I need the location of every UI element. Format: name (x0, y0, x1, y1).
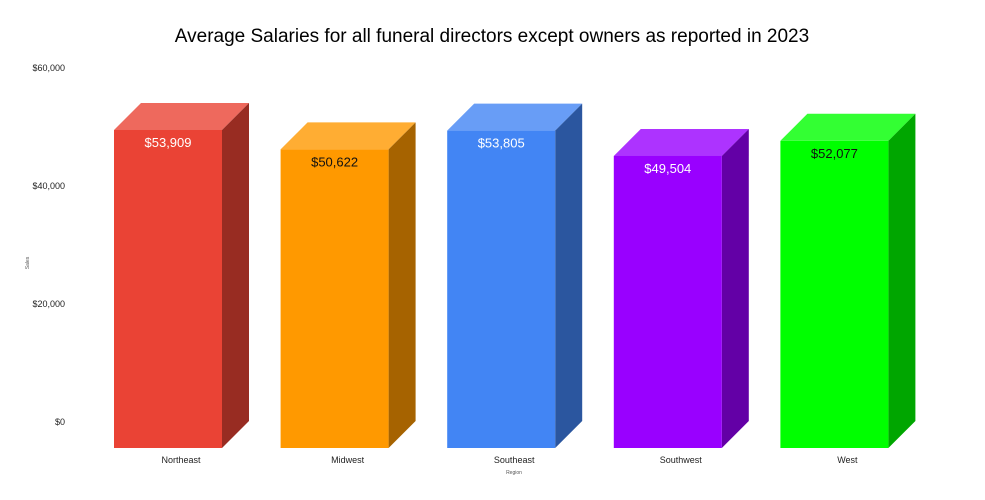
bar-side (721, 128, 749, 448)
bar (780, 140, 889, 449)
bar-top (780, 113, 916, 141)
x-tick-label: Southwest (660, 455, 703, 465)
x-axis-label: Region (506, 470, 522, 476)
bar-side (388, 122, 416, 448)
bar-side (555, 103, 583, 449)
bar-top (114, 103, 249, 130)
x-tick-label: West (837, 455, 858, 465)
data-label: $53,805 (478, 136, 525, 151)
y-tick-label: $40,000 (32, 181, 65, 191)
y-tick-label: $0 (55, 417, 65, 427)
bar (613, 155, 722, 448)
data-label: $53,909 (145, 135, 192, 150)
bar (447, 130, 556, 449)
x-tick-label: Southeast (494, 455, 535, 465)
y-tick-label: $60,000 (32, 63, 65, 73)
bar (114, 130, 222, 448)
x-tick-label: Northeast (161, 455, 201, 465)
chart-title: Average Salaries for all funeral directo… (175, 26, 809, 47)
bar-side (222, 103, 249, 448)
bar-top (280, 122, 416, 150)
bar-top (447, 103, 583, 131)
data-label: $50,622 (311, 154, 358, 169)
x-tick-label: Midwest (331, 455, 365, 465)
y-axis-label: Sales (25, 256, 31, 269)
data-label: $49,504 (644, 161, 691, 176)
bar (280, 149, 389, 448)
bar-top (613, 128, 749, 156)
y-tick-label: $20,000 (32, 299, 65, 309)
data-label: $52,077 (811, 146, 858, 161)
bar-side (888, 113, 916, 449)
